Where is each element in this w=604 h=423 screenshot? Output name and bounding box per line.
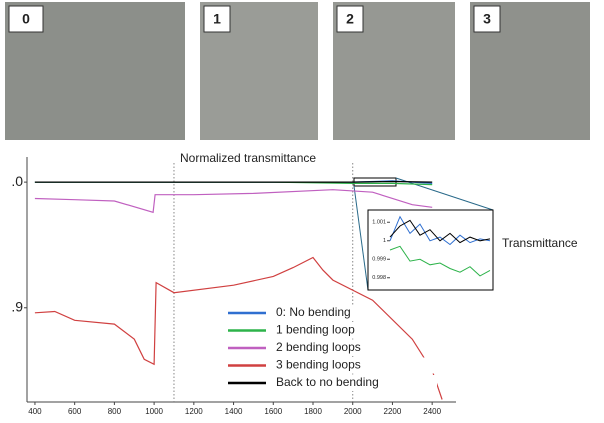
x-tick-label: 1600 [264,407,282,416]
legend-label: 0: No bending [276,305,351,319]
x-tick-label: 1000 [145,407,163,416]
series-line [34,256,443,400]
legend-label: 1 bending loop [276,323,355,337]
x-tick-label: 2200 [384,407,402,416]
zoom-connector [395,177,494,211]
legend-bg [272,322,437,339]
legend-bg [272,375,437,391]
photo-label-box [8,5,44,33]
photo-label-box [336,5,364,33]
x-tick-label: 1200 [185,407,203,416]
y-tick-label: .9 [11,298,23,314]
photo-label-box [473,5,501,33]
legend-bg [272,305,437,321]
y-tick-label: 0.998 [372,275,386,281]
photo-label: 1 [213,11,221,27]
y-tick-label: 1.001 [372,220,386,226]
photo-label-box [203,5,231,33]
y-tick-label: 1 [383,238,386,244]
series-line [389,219,491,244]
photo-label: 0 [22,11,30,27]
series-line [389,215,491,246]
inset-frame [367,209,494,291]
inset-annotation: Transmittance [502,236,578,250]
y-tick-label: 0.999 [372,257,386,263]
zoom-connector [353,185,369,291]
y-tick-label: .0 [11,173,23,189]
series-line [389,245,491,277]
x-tick-label: 2000 [344,407,362,416]
legend-bg [272,340,437,356]
legend-label: 3 bending loops [276,358,361,372]
series-line [34,180,433,183]
legend-bg [272,357,437,374]
photo-label: 3 [483,11,491,27]
photo-label: 2 [346,11,354,27]
chart-title: Normalized transmittance [180,151,316,165]
x-tick-label: 1800 [304,407,322,416]
x-tick-label: 800 [108,407,122,416]
legend-label: Back to no bending [276,375,379,389]
x-tick-label: 1400 [225,407,243,416]
x-tick-label: 600 [68,407,82,416]
series-line [34,189,433,214]
photos: 0 1 2 3 [5,2,590,140]
x-tick-label: 2400 [423,407,441,416]
x-tick-label: 400 [28,407,42,416]
legend-label: 2 bending loops [276,340,361,354]
